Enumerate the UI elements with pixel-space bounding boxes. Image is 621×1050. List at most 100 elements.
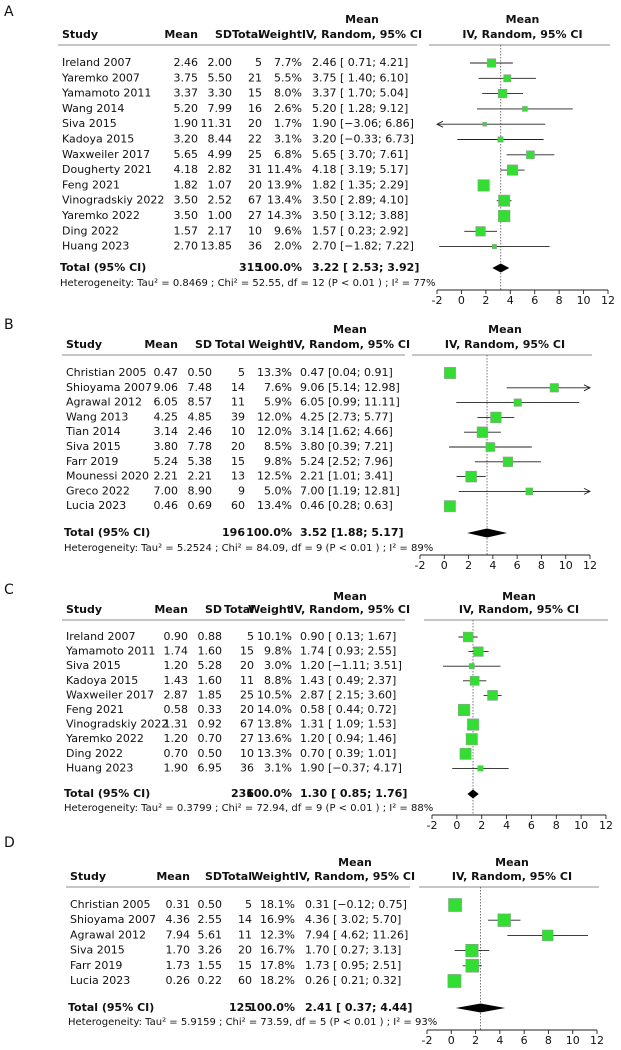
total: 27 bbox=[240, 732, 254, 745]
x-tick-label: 2 bbox=[465, 559, 472, 572]
plot-header: IV, Random, 95% CI bbox=[452, 870, 572, 883]
sd: 1.60 bbox=[198, 645, 223, 658]
weight: 13.3% bbox=[257, 747, 292, 760]
study-name: Agrawal 2012 bbox=[66, 396, 142, 409]
ci-label: 2.46 [ 0.71; 4.21] bbox=[312, 56, 408, 69]
sd: 3.26 bbox=[198, 944, 223, 957]
weight-square bbox=[497, 913, 511, 927]
weight: 7.6% bbox=[264, 381, 292, 394]
column-header: Mean bbox=[164, 28, 198, 41]
mean: 5.65 bbox=[174, 148, 199, 161]
x-tick-label: 0 bbox=[448, 1034, 455, 1047]
column-header: Weight bbox=[248, 603, 292, 616]
x-tick-label: 2 bbox=[472, 1034, 479, 1047]
plot-header: Mean bbox=[488, 323, 522, 336]
ci-label: 0.47 [0.04; 0.91] bbox=[300, 366, 393, 379]
column-header: Total bbox=[232, 28, 262, 41]
total: 15 bbox=[231, 455, 245, 468]
total-weight: 100.0% bbox=[249, 1001, 295, 1014]
weight: 6.8% bbox=[274, 148, 302, 161]
study-name: Lucia 2023 bbox=[70, 974, 130, 987]
x-tick-label: 10 bbox=[559, 559, 573, 572]
weight-square bbox=[497, 88, 508, 99]
x-tick-label: 4 bbox=[496, 1034, 503, 1047]
weight-square bbox=[465, 733, 478, 746]
weight-square bbox=[526, 150, 535, 160]
column-header: Study bbox=[62, 28, 98, 41]
x-tick-label: -2 bbox=[427, 819, 438, 832]
weight-square bbox=[507, 164, 518, 176]
ci-label: 1.20 [ 0.94; 1.46] bbox=[300, 732, 396, 745]
study-name: Christian 2005 bbox=[66, 366, 147, 379]
x-tick-label: 4 bbox=[503, 819, 510, 832]
pooled-diamond bbox=[492, 263, 510, 273]
weight: 1.7% bbox=[274, 117, 302, 130]
x-tick-label: 12 bbox=[583, 559, 597, 572]
weight: 8.5% bbox=[264, 440, 292, 453]
sd: 1.00 bbox=[208, 209, 233, 222]
weight: 9.8% bbox=[264, 455, 292, 468]
mean: 1.74 bbox=[164, 645, 189, 658]
mean: 1.82 bbox=[174, 178, 199, 191]
ci-label: 3.80 [0.39; 7.21] bbox=[300, 440, 393, 453]
column-header: Total bbox=[222, 870, 252, 883]
weight: 13.8% bbox=[257, 718, 292, 731]
total: 20 bbox=[238, 944, 252, 957]
x-tick-label: 6 bbox=[531, 294, 538, 307]
mean: 1.20 bbox=[164, 659, 189, 672]
column-header: Study bbox=[66, 603, 102, 616]
weight-square bbox=[486, 58, 497, 68]
sd: 2.17 bbox=[208, 224, 233, 237]
sd: 1.60 bbox=[198, 674, 223, 687]
mean: 6.05 bbox=[154, 396, 179, 409]
weight: 13.4% bbox=[267, 194, 302, 207]
weight: 14.0% bbox=[257, 703, 292, 716]
total: 11 bbox=[238, 928, 252, 941]
weight-square bbox=[513, 398, 522, 407]
sd: 5.28 bbox=[198, 659, 223, 672]
weight-square bbox=[522, 106, 528, 112]
x-tick-label: 2 bbox=[478, 819, 485, 832]
heterogeneity: Heterogeneity: Tau² = 5.9159 ; Chi² = 73… bbox=[68, 1017, 437, 1028]
study-name: Ding 2022 bbox=[62, 224, 119, 237]
total: 5 bbox=[238, 366, 245, 379]
total: 67 bbox=[248, 194, 262, 207]
total: 10 bbox=[231, 425, 245, 438]
study-name: Vinogradskiy 2022 bbox=[62, 194, 164, 207]
sd: 2.46 bbox=[188, 425, 213, 438]
mean: 3.50 bbox=[174, 194, 199, 207]
mean: 1.90 bbox=[174, 117, 199, 130]
total: 16 bbox=[248, 102, 262, 115]
pooled-label: 3.52 [1.88; 5.17] bbox=[300, 526, 404, 539]
total: 21 bbox=[248, 71, 262, 84]
x-tick-label: -2 bbox=[422, 1034, 433, 1047]
sd: 2.21 bbox=[188, 470, 213, 483]
ci-label: 3.75 [ 1.40; 6.10] bbox=[312, 71, 408, 84]
ci-label: 3.37 [ 1.70; 5.04] bbox=[312, 87, 408, 100]
ci-label: 3.20 [−0.33; 6.73] bbox=[312, 133, 414, 146]
weight-square bbox=[485, 442, 496, 452]
sd: 0.50 bbox=[198, 747, 223, 760]
weight: 3.0% bbox=[264, 659, 292, 672]
mean: 3.50 bbox=[174, 209, 199, 222]
weight: 16.7% bbox=[260, 944, 295, 957]
study-name: Waxweiler 2017 bbox=[62, 148, 150, 161]
study-name: Shioyama 2007 bbox=[70, 913, 156, 926]
study-name: Huang 2023 bbox=[66, 761, 133, 774]
mean: 1.57 bbox=[174, 224, 199, 237]
study-name: Siva 2015 bbox=[66, 440, 121, 453]
weight: 12.3% bbox=[260, 928, 295, 941]
weight-square bbox=[476, 426, 489, 438]
panel-label: A bbox=[4, 4, 14, 20]
study-name: Farr 2019 bbox=[66, 455, 118, 468]
total-n: 196 bbox=[222, 526, 245, 539]
weight: 10.1% bbox=[257, 630, 292, 643]
column-header: Weight bbox=[248, 338, 292, 351]
total: 5 bbox=[255, 56, 262, 69]
ci-label: 2.70 [−1.82; 7.22] bbox=[312, 240, 414, 253]
total: 20 bbox=[231, 440, 245, 453]
study-name: Yamamoto 2011 bbox=[65, 645, 155, 658]
mean: 1.20 bbox=[164, 732, 189, 745]
total: 20 bbox=[240, 659, 254, 672]
